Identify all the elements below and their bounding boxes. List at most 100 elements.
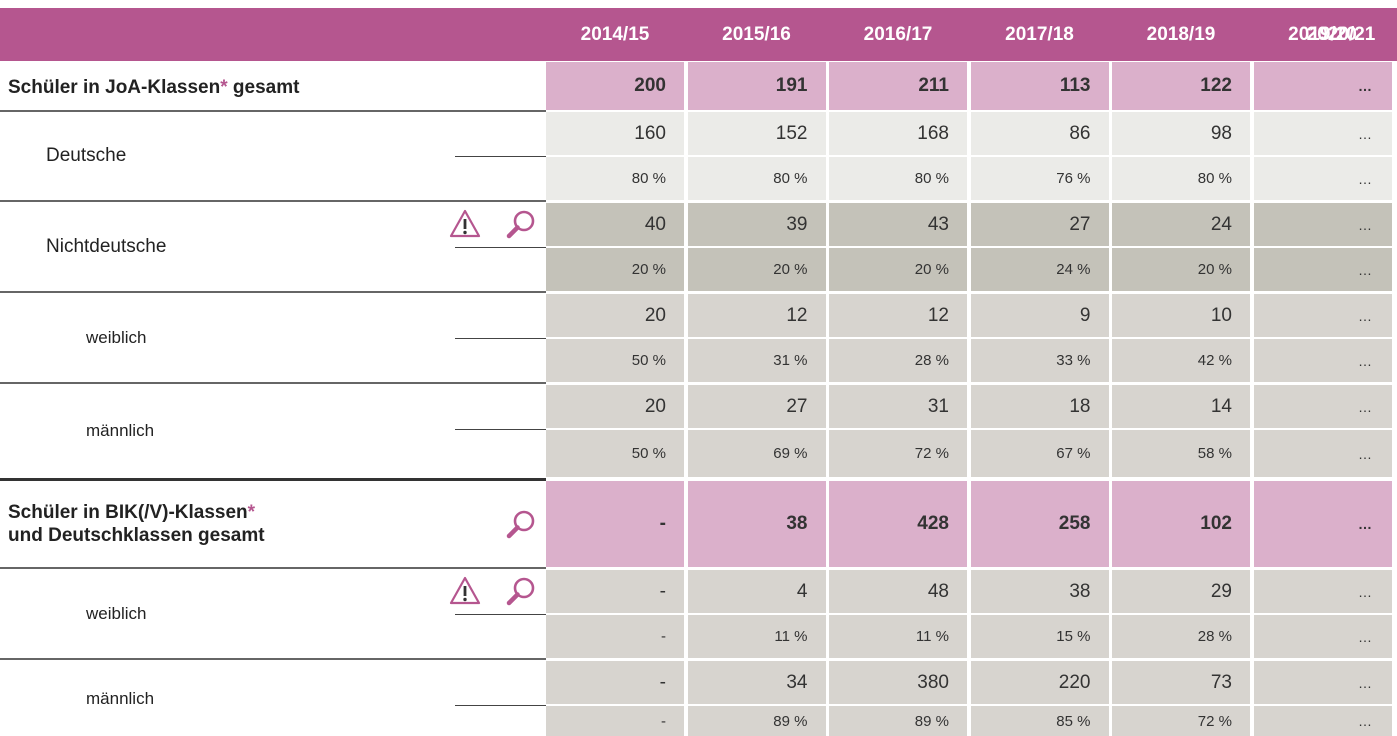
value-cell: 48 (829, 570, 967, 613)
value-cell: … (1292, 570, 1390, 613)
value-cell: 4 (687, 570, 826, 613)
value-cell: 9 (970, 294, 1109, 337)
share-cell: … (1292, 248, 1390, 291)
share-cell: 28 % (1112, 615, 1250, 658)
share-cell: 76 % (970, 157, 1109, 200)
row-label: Deutsche (46, 145, 127, 166)
column-header: 2020/21 (1306, 23, 1376, 45)
column-header: 2014/15 (580, 23, 650, 45)
value-cell: 20 (546, 294, 684, 337)
value-cell: 258 (970, 481, 1109, 567)
separator (455, 247, 546, 248)
row-label: männlich (86, 421, 155, 440)
value-cell: 152 (687, 112, 826, 155)
share-cell: 80 % (1112, 157, 1250, 200)
value-cell: 98 (1112, 112, 1250, 155)
warning-icon[interactable] (448, 574, 482, 608)
share-cell: … (1292, 706, 1390, 736)
value-cell: … (1292, 481, 1390, 567)
value-cell: 29 (1112, 570, 1250, 613)
value-cell: 12 (829, 294, 967, 337)
search-icon[interactable] (504, 207, 538, 241)
value-cell: 102 (1112, 481, 1250, 567)
value-cell: 34 (687, 661, 826, 704)
share-cell: 28 % (829, 339, 967, 382)
label-text: gesamt (227, 77, 300, 98)
value-cell: 73 (1112, 661, 1250, 704)
header-band (0, 8, 1397, 61)
value-cell: 113 (970, 62, 1109, 110)
value-cell: 428 (829, 481, 967, 567)
share-cell: 20 % (546, 248, 684, 291)
value-cell: 14 (1112, 385, 1250, 428)
value-cell: 200 (546, 62, 684, 110)
value-cell: 220 (970, 661, 1109, 704)
share-cell: … (1292, 615, 1390, 658)
share-cell: - (546, 706, 684, 736)
value-cell: 10 (1112, 294, 1250, 337)
column-header: 2015/16 (722, 23, 791, 45)
footnote-marker: * (247, 502, 256, 523)
label-text: und Deutschklassen gesamt (8, 525, 265, 546)
group-separator (0, 658, 546, 660)
group-separator (0, 478, 546, 481)
share-cell: 20 % (1112, 248, 1250, 291)
column-header: 2016/17 (863, 23, 933, 45)
row-label: weiblich (86, 328, 147, 347)
value-cell: … (1292, 112, 1390, 155)
share-cell: 89 % (829, 706, 967, 736)
search-icon[interactable] (504, 507, 538, 541)
value-cell: - (546, 661, 684, 704)
warning-icon[interactable] (448, 207, 482, 241)
row-label: weiblich (86, 604, 147, 623)
value-cell: 380 (829, 661, 967, 704)
row-label: Schüler in JoA-Klassen* gesamt (8, 62, 448, 110)
share-cell: … (1292, 430, 1390, 477)
separator (455, 429, 546, 430)
group-separator (0, 110, 546, 112)
value-cell: - (546, 481, 684, 567)
share-cell: 72 % (829, 430, 967, 477)
value-cell: … (1292, 385, 1390, 428)
share-cell: 20 % (687, 248, 826, 291)
column-header: 2017/18 (1005, 23, 1074, 45)
value-cell: 20 (546, 385, 684, 428)
value-cell: 27 (687, 385, 826, 428)
share-cell: 15 % (970, 615, 1109, 658)
value-cell: 31 (829, 385, 967, 428)
share-cell: 24 % (970, 248, 1109, 291)
separator (455, 338, 546, 339)
group-separator (0, 382, 546, 384)
value-cell: 12 (687, 294, 826, 337)
value-cell: 86 (970, 112, 1109, 155)
value-cell: … (1292, 203, 1390, 246)
value-cell: … (1292, 62, 1390, 110)
label-text: Schüler in BIK(/V)-Klassen (8, 502, 248, 523)
value-cell: - (546, 570, 684, 613)
share-cell: 11 % (829, 615, 967, 658)
value-cell: 38 (970, 570, 1109, 613)
value-cell: … (1292, 294, 1390, 337)
value-cell: 122 (1112, 62, 1250, 110)
separator (455, 614, 546, 615)
share-cell: 20 % (829, 248, 967, 291)
share-cell: 80 % (829, 157, 967, 200)
value-cell: 43 (829, 203, 967, 246)
value-cell: 24 (1112, 203, 1250, 246)
share-cell: 85 % (970, 706, 1109, 736)
value-cell: 160 (546, 112, 684, 155)
share-cell: 33 % (970, 339, 1109, 382)
share-cell: 69 % (687, 430, 826, 477)
share-cell: 72 % (1112, 706, 1250, 736)
share-cell: 58 % (1112, 430, 1250, 477)
search-icon[interactable] (504, 574, 538, 608)
value-cell: 211 (829, 62, 967, 110)
row-label: Nichtdeutsche (46, 236, 167, 257)
value-cell: 191 (687, 62, 826, 110)
share-cell: 89 % (687, 706, 826, 736)
share-cell: 42 % (1112, 339, 1250, 382)
share-cell: 50 % (546, 430, 684, 477)
share-cell: … (1292, 339, 1390, 382)
row-label: Schüler in BIK(/V)-Klassen* und Deutschkl… (8, 481, 448, 567)
value-cell: 168 (829, 112, 967, 155)
